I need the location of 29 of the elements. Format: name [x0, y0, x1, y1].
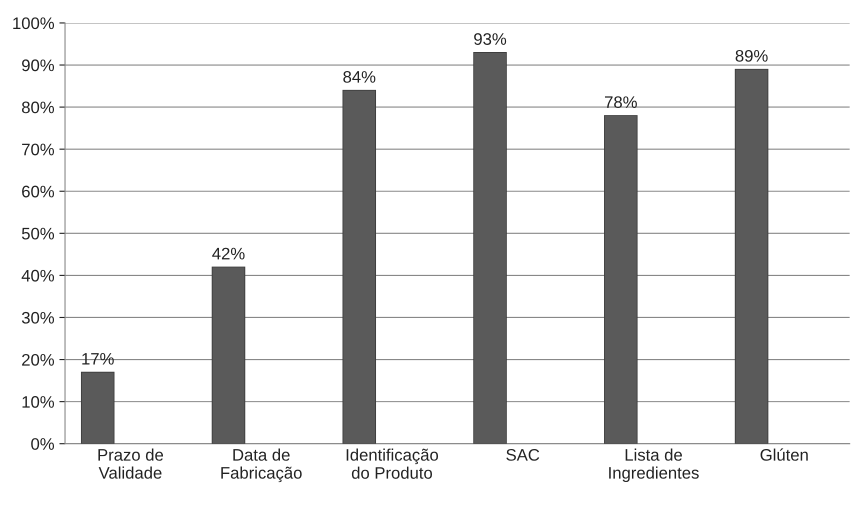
x-tick-label: Data de Fabricação: [221, 448, 302, 482]
bar: [212, 266, 246, 444]
y-tick-label: 80%: [22, 102, 54, 114]
bar: [473, 52, 507, 444]
x-tick-label: Lista de Ingredientes: [609, 448, 699, 482]
x-tick-label: SAC: [506, 449, 540, 461]
data-label: 78%: [604, 96, 637, 108]
y-tick-label: 30%: [22, 312, 54, 324]
x-tick-label: Identificação do Produto: [346, 448, 438, 479]
bar: [80, 372, 114, 444]
data-label: 17%: [82, 352, 114, 365]
bar: [604, 115, 638, 444]
x-tick-label: Glúten: [760, 448, 808, 461]
y-tick-label: 70%: [22, 144, 54, 156]
x-tick-label: Prazo de Validade: [98, 448, 164, 479]
data-label: 84%: [343, 71, 376, 83]
data-label: 93%: [474, 33, 506, 45]
y-tick-label: 60%: [22, 186, 54, 198]
y-tick-label: 50%: [22, 228, 54, 240]
bar: [734, 68, 768, 444]
data-label: 42%: [212, 248, 245, 260]
y-tick-label: 20%: [22, 354, 54, 366]
y-tick-label: 0%: [31, 438, 54, 450]
y-tick-label: 10%: [22, 396, 54, 408]
y-tick-label: 100%: [13, 17, 54, 30]
data-label: 89%: [736, 50, 768, 62]
bar: [342, 90, 376, 444]
y-tick-label: 90%: [22, 59, 54, 72]
y-tick-label: 40%: [22, 270, 54, 282]
